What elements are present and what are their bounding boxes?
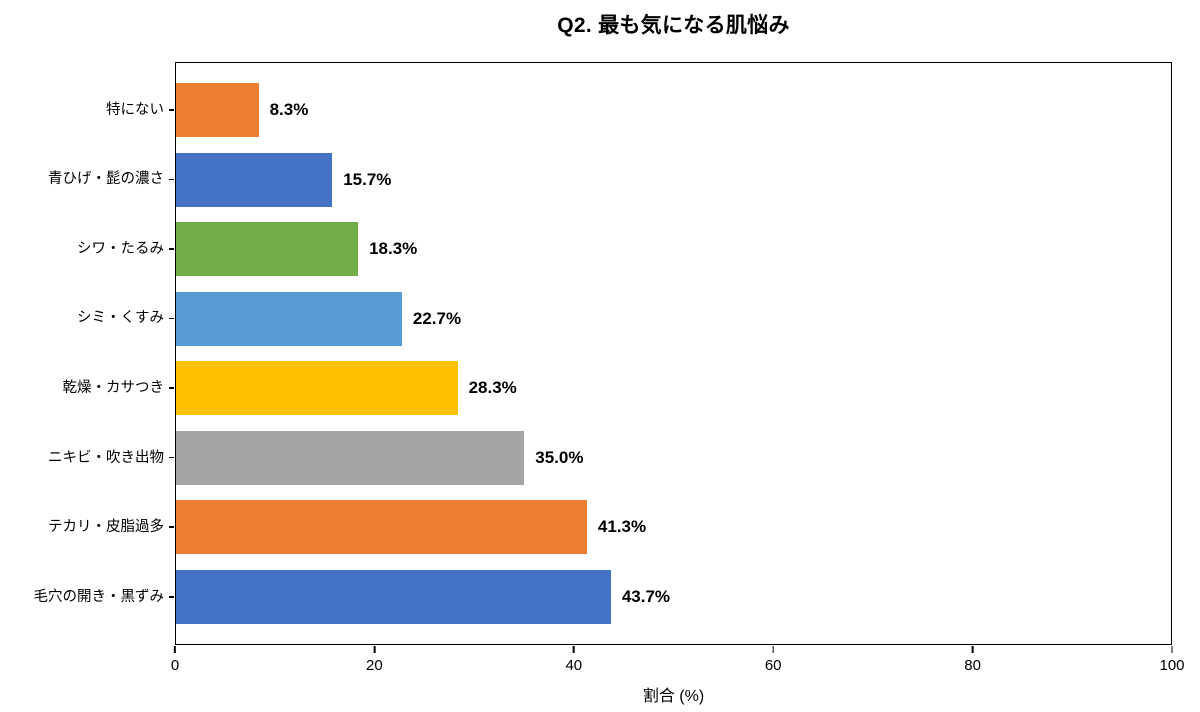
bar	[176, 83, 259, 137]
x-tick-label: 20	[366, 657, 383, 674]
x-tick: 100	[1159, 646, 1185, 674]
y-axis-tick	[169, 317, 175, 320]
bar	[176, 152, 333, 207]
chart-title: Q2. 最も気になる肌悩み	[557, 14, 790, 37]
category-label: ニキビ・吹き出物	[48, 449, 164, 466]
x-tick-mark	[573, 646, 575, 653]
x-tick: 20	[366, 646, 383, 674]
value-label: 18.3%	[369, 239, 418, 259]
bar-row: シワ・たるみ 18.3%	[77, 222, 1171, 277]
bar	[176, 291, 402, 346]
x-tick: 40	[565, 646, 582, 674]
bar	[176, 222, 359, 277]
y-axis-tick	[169, 595, 175, 598]
category-label: シミ・くすみ	[77, 310, 164, 327]
category-label: 特にない	[106, 101, 164, 118]
category-label: テカリ・皮脂過多	[48, 519, 164, 536]
value-label: 35.0%	[535, 447, 584, 467]
y-axis-tick	[169, 178, 175, 181]
bar	[176, 569, 611, 624]
x-tick-mark	[174, 646, 176, 653]
x-tick-mark	[772, 646, 774, 653]
plot-area: 特にない 8.3% 青ひげ・髭の濃さ 15.7% シワ・たるみ 18.3% シミ・くすみ 22…	[34, 62, 1172, 645]
x-axis: 0 20 40 60 80 100	[171, 646, 1185, 678]
category-label: シワ・たるみ	[77, 240, 164, 257]
x-tick: 60	[765, 646, 782, 674]
x-tick-mark	[373, 646, 376, 653]
bar	[176, 500, 587, 555]
x-tick-label: 0	[170, 657, 180, 674]
category-label: 乾燥・カサつき	[62, 380, 165, 396]
x-tick: 80	[964, 646, 981, 674]
value-label: 22.7%	[412, 308, 462, 328]
bar-row: シミ・くすみ 22.7%	[77, 291, 1171, 346]
y-axis-tick	[169, 526, 175, 528]
x-tick-mark	[1171, 646, 1173, 653]
bar-row: 特にない 8.3%	[106, 83, 1171, 137]
value-label: 15.7%	[343, 169, 392, 189]
bar-rows-container: 特にない 8.3% 青ひげ・髭の濃さ 15.7% シワ・たるみ 18.3% シミ・くすみ 22…	[34, 63, 1171, 644]
bar-row: 乾燥・カサつき 28.3%	[63, 361, 1171, 416]
bar-row: テカリ・皮脂過多 41.3%	[48, 500, 1171, 555]
bar	[176, 430, 525, 485]
category-label: 毛穴の開き・黒ずみ	[33, 588, 165, 605]
y-axis-tick	[169, 387, 175, 389]
bar-row: 毛穴の開き・黒ずみ 43.7%	[34, 569, 1171, 624]
x-tick: 0	[171, 646, 179, 674]
value-label: 28.3%	[468, 378, 517, 398]
x-tick-label: 60	[764, 657, 782, 674]
bar-row: ニキビ・吹き出物 35.0%	[48, 430, 1171, 485]
bar-row: 青ひげ・髭の濃さ 15.7%	[48, 152, 1171, 207]
value-label: 43.7%	[621, 586, 671, 606]
value-label: 41.3%	[597, 517, 647, 537]
value-label: 8.3%	[269, 100, 309, 119]
x-axis-label: 割合 (%)	[642, 688, 705, 705]
y-axis-tick	[169, 456, 175, 459]
category-label: 青ひげ・髭の濃さ	[48, 171, 164, 188]
bar	[176, 361, 458, 416]
x-tick-label: 40	[565, 657, 583, 674]
x-tick-label: 100	[1159, 657, 1185, 674]
x-tick-label: 80	[964, 657, 981, 674]
x-tick-mark	[971, 646, 974, 653]
y-axis-tick	[169, 248, 175, 250]
y-axis-tick	[169, 109, 175, 111]
